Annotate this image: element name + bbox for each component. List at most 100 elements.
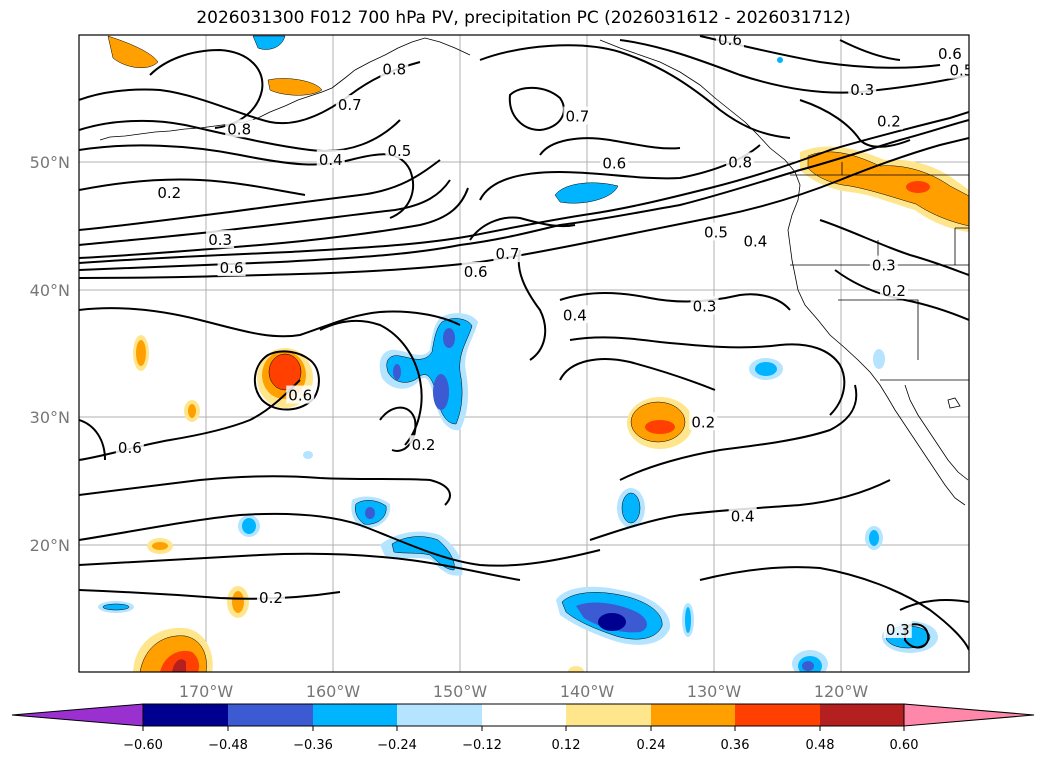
- contour-label: 0.3: [850, 81, 874, 99]
- axis-ticks: 170°W 160°W 150°W 140°W 130°W 120°W 50°N…: [30, 153, 869, 701]
- pv-contour-line: [539, 137, 681, 156]
- precip-negative-area: [869, 530, 879, 546]
- colorbar: −0.60 −0.48 −0.36 −0.24 −0.12 0.12 0.24 …: [11, 703, 1035, 753]
- colorbar-segment: [397, 704, 482, 726]
- colorbar-extend-min: [11, 703, 144, 727]
- precip-negative-area: [802, 661, 814, 671]
- pv-contour-line: [904, 623, 930, 649]
- contour-label: 0.6: [118, 439, 142, 457]
- contour-label-background: [115, 437, 144, 456]
- contour-label: 0.5: [704, 223, 728, 241]
- colorbar-tick-label: 0.60: [890, 738, 919, 753]
- contour-label-background: [155, 182, 184, 201]
- pv-contour-line: [79, 589, 341, 600]
- lat-tick-label: 50°N: [30, 153, 70, 172]
- pv-contour-line: [819, 219, 969, 276]
- map-frame: [78, 34, 970, 673]
- contour-label: 0.2: [412, 436, 436, 454]
- contour-label: 0.4: [990, 100, 1014, 118]
- contour-label: 0.4: [731, 508, 755, 526]
- precip-negative-area: [433, 374, 449, 410]
- precip-negative-area: [873, 349, 885, 369]
- precip-negative-area: [777, 57, 783, 63]
- precip-positive-area: [267, 78, 323, 96]
- colorbar-tick-label: −0.48: [208, 738, 248, 753]
- contour-label: 0.4: [743, 232, 767, 250]
- contour-label-background: [385, 140, 414, 159]
- pv-contour-line: [79, 419, 106, 461]
- contour-label: 0.7: [496, 245, 520, 263]
- pv-contour-line: [619, 39, 969, 94]
- contour-label: 0.6: [938, 45, 962, 63]
- contour-label-background: [217, 258, 246, 277]
- contour-label: 0.7: [984, 39, 1008, 57]
- contour-label: 0.7: [565, 108, 589, 126]
- contour-label: 0.5: [387, 142, 411, 160]
- contour-label: 0.3: [886, 621, 910, 639]
- contour-label: 0.3: [872, 257, 896, 275]
- contour-label: 0.3: [693, 297, 717, 315]
- contour-label: 0.2: [882, 282, 906, 300]
- contour-label: 0.2: [877, 113, 901, 131]
- pv-contour-line: [379, 406, 417, 452]
- colorbar-tick-label: −0.36: [293, 738, 333, 753]
- contour-label-background: [728, 506, 757, 525]
- colorbar-tickmarks: [142, 726, 905, 731]
- contour-label-background: [286, 385, 315, 404]
- coastlines: [99, 37, 969, 506]
- colorbar-segment: [651, 704, 735, 726]
- contour-label-background: [563, 106, 592, 125]
- lon-tick-label: 160°W: [306, 682, 361, 701]
- contour-label: 0.2: [259, 589, 283, 607]
- colorbar-frame: [142, 703, 905, 727]
- contour-label-background: [493, 244, 522, 263]
- precip-positive-area: [152, 542, 168, 550]
- pv-contours: [79, 35, 969, 651]
- lon-tick-label: 150°W: [433, 682, 488, 701]
- precip-negative-area: [685, 607, 691, 633]
- contour-label-background: [690, 296, 719, 315]
- contour-label-background: [225, 119, 254, 138]
- pv-contour-line: [79, 552, 521, 581]
- pv-contour-line: [79, 119, 969, 271]
- precip-negative-area: [242, 518, 256, 534]
- contour-label: 0.6: [602, 155, 626, 173]
- alaska-coast: [331, 37, 471, 89]
- pv-contour-line: [79, 119, 401, 152]
- contour-label-background: [988, 99, 1016, 117]
- precip-positive-area: [268, 353, 302, 391]
- contour-label-background: [879, 281, 908, 300]
- pv-contour-line: [508, 86, 565, 132]
- pv-contour-line: [834, 269, 969, 321]
- pv-contour-line: [839, 39, 901, 61]
- colorbar-tick-label: 0.24: [637, 738, 666, 753]
- contour-label: 0.3: [208, 231, 232, 249]
- contour-label-background: [883, 619, 912, 638]
- precip-positive-area: [107, 35, 159, 69]
- pv-contour-line: [559, 292, 791, 311]
- contour-label-background: [874, 111, 903, 130]
- pv-contour-line: [79, 159, 441, 231]
- lat-tick-label: 20°N: [30, 536, 70, 555]
- pv-contour-line: [253, 350, 320, 411]
- contour-label: 0.6: [288, 387, 312, 405]
- contour-label-background: [982, 38, 1010, 56]
- pv-contour-line: [79, 111, 969, 264]
- contour-label: 0.6: [220, 259, 244, 277]
- colorbar-segment: [313, 704, 397, 726]
- precip-negative-area: [598, 613, 626, 631]
- pv-contour-line: [79, 512, 601, 567]
- lon-tick-label: 120°W: [814, 682, 869, 701]
- island: [947, 397, 961, 409]
- pv-contour-line: [79, 178, 306, 196]
- contour-label-background: [848, 79, 877, 98]
- contour-label-background: [256, 588, 285, 607]
- colorbar-segment: [143, 704, 228, 726]
- pv-contour-line: [699, 566, 969, 651]
- chart-title: 2026031300 F012 700 hPa PV, precipitatio…: [196, 8, 851, 28]
- colorbar-segment: [482, 704, 566, 726]
- lon-tick-label: 130°W: [687, 682, 742, 701]
- pv-contour-line: [469, 216, 576, 241]
- pv-contour-line: [79, 307, 461, 338]
- lat-tick-label: 40°N: [30, 281, 70, 300]
